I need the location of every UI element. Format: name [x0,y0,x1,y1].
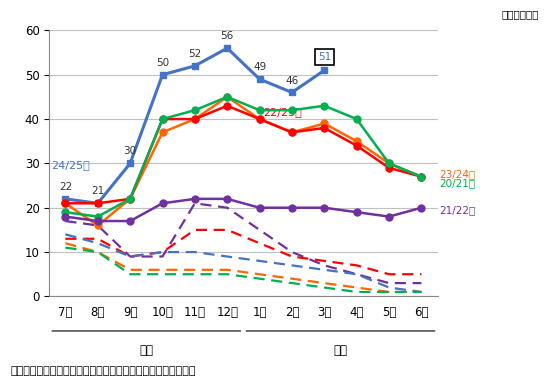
Text: 22/23年: 22/23年 [263,108,301,117]
Text: 51: 51 [318,52,331,62]
Text: 単位：万トン: 単位：万トン [501,10,539,19]
Text: 当年: 当年 [139,344,153,357]
Text: 20/21年: 20/21年 [439,178,475,188]
Text: 24/25年: 24/25年 [51,160,90,170]
Text: 翌年: 翌年 [334,344,347,357]
Text: 49: 49 [253,62,266,72]
Text: 50: 50 [156,58,169,68]
Text: 22: 22 [59,182,72,192]
Text: 23/24年: 23/24年 [439,169,475,179]
Text: 52: 52 [188,49,201,59]
Text: 販売段階の民間在庫（農水省マンスリーレポート）５月１０日: 販売段階の民間在庫（農水省マンスリーレポート）５月１０日 [11,366,196,376]
Text: 46: 46 [286,76,299,86]
Text: 56: 56 [220,31,234,41]
Text: 30: 30 [124,146,137,157]
Text: 21: 21 [91,186,104,196]
Text: 21/22年: 21/22年 [439,205,475,215]
